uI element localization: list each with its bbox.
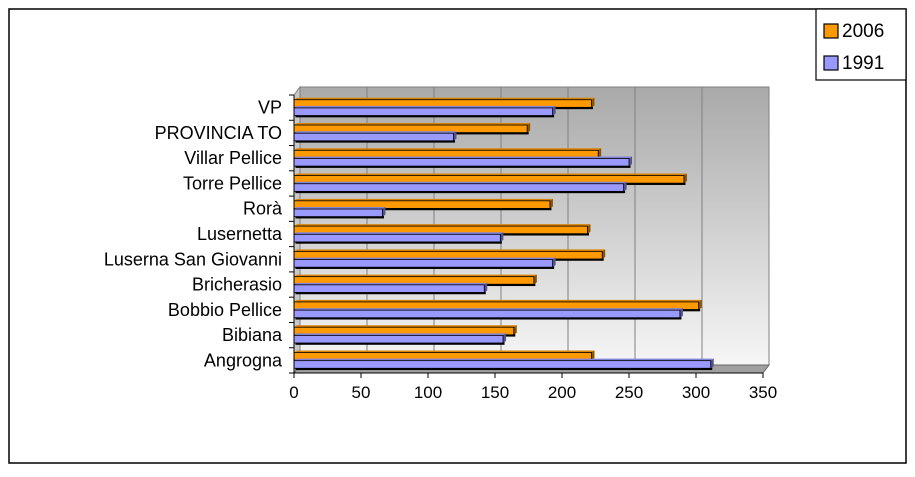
x-tick-label: 350 bbox=[749, 383, 777, 402]
bar-end bbox=[484, 282, 488, 293]
bar-front bbox=[293, 107, 554, 116]
bar-1991-torre-pellice bbox=[293, 181, 627, 194]
bar-1991-provincia-to bbox=[293, 131, 457, 143]
bar-end bbox=[533, 274, 537, 285]
bar-1991-bobbio-pellice bbox=[293, 308, 683, 320]
category-label: Lusernetta bbox=[197, 224, 283, 244]
category-label: Villar Pellice bbox=[184, 148, 282, 168]
bar-end bbox=[552, 105, 556, 116]
bar-end bbox=[527, 123, 531, 133]
bar-end bbox=[598, 148, 602, 158]
x-tick-label: 0 bbox=[289, 383, 298, 402]
bar-top bbox=[294, 232, 504, 235]
bar-top bbox=[294, 249, 606, 252]
bar-end bbox=[453, 131, 457, 141]
bar-end bbox=[679, 308, 683, 318]
bar-front bbox=[293, 360, 712, 369]
bar-top bbox=[294, 97, 595, 100]
bar-1991-rorà bbox=[293, 207, 386, 219]
bar-front bbox=[293, 183, 625, 192]
bar-1991-lusernetta bbox=[293, 232, 504, 244]
category-label: Bricherasio bbox=[192, 275, 282, 295]
bar-top bbox=[294, 224, 591, 227]
bar-top bbox=[294, 282, 488, 285]
bar-end bbox=[587, 224, 591, 234]
bar-front bbox=[293, 334, 504, 344]
bar-top bbox=[294, 358, 714, 361]
x-tick-label: 50 bbox=[352, 383, 371, 402]
bar-end bbox=[591, 97, 595, 108]
bar-end bbox=[503, 333, 507, 343]
category-label: Torre Pellice bbox=[183, 173, 282, 193]
x-tick-label: 250 bbox=[615, 383, 643, 402]
bar-end bbox=[513, 325, 517, 335]
bar-1991-vp bbox=[293, 105, 556, 118]
bar-end bbox=[623, 181, 627, 192]
bar-top bbox=[294, 148, 602, 151]
legend-label-1991: 1991 bbox=[842, 53, 884, 74]
bar-top bbox=[294, 105, 556, 108]
category-label: Angrogna bbox=[204, 350, 283, 370]
bar-top bbox=[294, 308, 683, 311]
category-label: Luserna San Giovanni bbox=[104, 249, 282, 269]
x-tick-label: 150 bbox=[481, 383, 509, 402]
bar-top bbox=[294, 123, 531, 126]
bar-top bbox=[294, 257, 556, 260]
bar-front bbox=[293, 284, 485, 293]
bar-1991-bibiana bbox=[293, 333, 507, 345]
bar-front bbox=[293, 208, 383, 218]
category-label: VP bbox=[258, 98, 282, 118]
bar-front bbox=[293, 309, 681, 319]
bar-top bbox=[294, 274, 537, 277]
bar-1991-angrogna bbox=[293, 358, 714, 371]
bar-end bbox=[591, 350, 595, 361]
bar-1991-luserna-san-giovanni bbox=[293, 257, 556, 269]
bar-top bbox=[294, 173, 687, 176]
bar-end bbox=[629, 156, 632, 167]
legend-swatch-2006 bbox=[823, 23, 839, 39]
bar-top bbox=[294, 207, 386, 210]
legend-label-2006: 2006 bbox=[842, 21, 884, 42]
legend-swatch-1991 bbox=[823, 55, 839, 71]
bar-end bbox=[552, 257, 556, 268]
bar-end bbox=[683, 173, 687, 184]
bar-top bbox=[294, 131, 457, 134]
bar-top bbox=[294, 198, 553, 201]
legend: 2006 1991 bbox=[815, 8, 907, 81]
category-label: Rorà bbox=[243, 199, 283, 219]
x-tick-label: 100 bbox=[414, 383, 442, 402]
bar-front bbox=[293, 259, 554, 268]
bar-top bbox=[294, 333, 507, 336]
category-label: PROVINCIA TO bbox=[155, 123, 282, 143]
bar-top bbox=[294, 325, 517, 328]
bar-front bbox=[293, 158, 630, 167]
bar-top bbox=[294, 181, 627, 184]
x-tick-label: 300 bbox=[682, 383, 710, 402]
bar-end bbox=[698, 299, 702, 310]
category-label: Bibiana bbox=[222, 325, 283, 345]
x-tick-label: 200 bbox=[548, 383, 576, 402]
bar-end bbox=[710, 358, 714, 369]
bar-1991-villar-pellice bbox=[293, 156, 632, 168]
bar-top bbox=[294, 156, 632, 159]
bar-front bbox=[293, 132, 454, 142]
bar-end bbox=[602, 249, 606, 259]
bar-end bbox=[549, 198, 553, 209]
bar-end bbox=[500, 232, 504, 242]
category-label: Bobbio Pellice bbox=[168, 300, 282, 320]
bar-top bbox=[294, 299, 702, 302]
bar-1991-bricherasio bbox=[293, 282, 488, 295]
bar-end bbox=[382, 207, 386, 217]
bar-top bbox=[294, 350, 595, 353]
bar-2006-luserna-san-giovanni bbox=[293, 249, 606, 261]
bar-front bbox=[293, 233, 501, 243]
